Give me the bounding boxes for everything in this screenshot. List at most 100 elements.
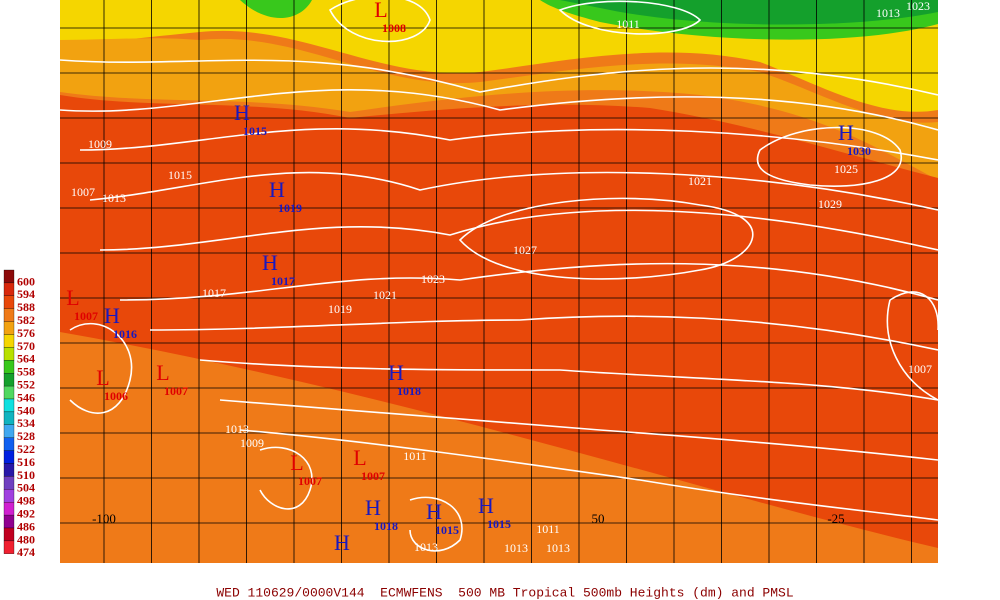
legend-swatch [3, 347, 15, 361]
legend-swatch [3, 424, 15, 438]
isobar-label: 1011 [616, 17, 640, 31]
isobar-label: 1029 [818, 197, 842, 211]
isobar-label: 1009 [88, 137, 112, 151]
center-letter: H [234, 100, 250, 125]
longitude-label: -25 [827, 511, 844, 526]
center-letter: L [66, 285, 79, 310]
legend-label: 504 [17, 481, 35, 495]
center-letter: H [478, 493, 494, 518]
legend-swatch [3, 476, 15, 490]
legend-swatch [3, 360, 15, 374]
isobar-label: 1013 [102, 191, 126, 205]
center-letter: H [104, 303, 120, 328]
legend-label: 582 [17, 313, 35, 327]
legend-label: 576 [17, 326, 35, 340]
legend-label: 480 [17, 532, 35, 546]
legend-label: 594 [17, 287, 35, 301]
legend-label: 570 [17, 339, 35, 353]
center-pressure: 1015 [487, 517, 511, 531]
center-pressure: 1018 [397, 384, 421, 398]
isobar-label: 1023 [421, 272, 445, 286]
center-pressure: 1019 [278, 201, 302, 215]
legend-label: 546 [17, 390, 35, 404]
center-pressure: 1015 [435, 523, 459, 537]
isobar-label: 1027 [513, 243, 537, 257]
isobar-label: 1013 [876, 6, 900, 20]
center-pressure: 1008 [382, 21, 406, 35]
isobar-label: 1013 [414, 540, 438, 554]
legend-swatch [3, 527, 15, 542]
legend-swatch [3, 385, 15, 400]
legend-swatch [3, 398, 15, 413]
legend-swatch [3, 321, 15, 335]
center-pressure: 1017 [271, 274, 295, 288]
center-letter: L [96, 365, 109, 390]
center-pressure: 1007 [361, 469, 385, 483]
legend-label: 534 [17, 416, 35, 430]
legend-swatch [3, 463, 15, 477]
isobar-label: 1013 [546, 541, 570, 555]
longitude-label: -100 [92, 511, 116, 526]
longitude-label: 50 [592, 511, 605, 526]
isobar-label: 1007 [908, 362, 932, 376]
center-pressure: 1016 [113, 327, 137, 341]
legend-label: 558 [17, 365, 35, 379]
footer-title: WED 110629/0000V144 ECMWFENS 500 MB Trop… [216, 585, 793, 600]
legend-label: 528 [17, 429, 35, 443]
center-letter: H [269, 177, 285, 202]
legend-label: 522 [17, 442, 35, 456]
isobars [60, 0, 938, 552]
legend-label: 474 [17, 545, 35, 559]
center-letter: L [290, 450, 303, 475]
legend-label: 540 [17, 403, 35, 417]
legend-swatch [3, 502, 15, 516]
isobar-label: 1017 [202, 286, 226, 300]
legend-swatch [3, 489, 15, 503]
isobar-label: 1013 [504, 541, 528, 555]
legend-label: 552 [17, 377, 35, 391]
center-letter: H [365, 495, 381, 520]
isobar-label: 1015 [168, 168, 192, 182]
center-letter: H [838, 120, 854, 145]
isobar-label: 1019 [328, 302, 352, 316]
center-pressure: 1018 [374, 519, 398, 533]
legend-swatch [3, 334, 15, 348]
map-labels: -100 50 -25 1011 1023 1021 1025 1029 1027 1023 102… [66, 0, 932, 555]
map-area [60, 0, 938, 563]
legend-label: 510 [17, 468, 35, 482]
legend-label: 600 [17, 274, 35, 288]
center-letter: L [374, 0, 387, 22]
legend-swatch [3, 514, 15, 529]
legend-label: 588 [17, 300, 35, 314]
legend-label: 486 [17, 519, 35, 533]
isobar-label: 1011 [536, 522, 560, 536]
center-letter: H [334, 530, 350, 555]
isobar-label: 1025 [834, 162, 858, 176]
legend-swatch [3, 308, 15, 322]
legend-swatch [3, 437, 15, 451]
center-pressure: 1015 [243, 124, 267, 138]
center-pressure: 1030 [847, 144, 871, 158]
center-pressure: 1007 [74, 309, 98, 323]
isobar-label: 1007 [71, 185, 95, 199]
center-letter: L [353, 445, 366, 470]
legend-label: 516 [17, 455, 35, 469]
band-576 [60, 38, 938, 180]
legend-swatch [3, 373, 15, 387]
legend-swatch [3, 295, 15, 309]
center-letter: H [388, 360, 404, 385]
legend-label: 564 [17, 352, 35, 366]
legend-label: 498 [17, 494, 35, 508]
isobar-label: 1021 [688, 174, 712, 188]
isobar-label: 1009 [240, 436, 264, 450]
center-letter: H [262, 250, 278, 275]
center-letter: H [426, 499, 442, 524]
legend-swatch [3, 269, 15, 284]
band-552 [560, 0, 938, 25]
legend-swatch [3, 450, 15, 464]
isobar-label: 1011 [403, 449, 427, 463]
legend-swatch [3, 411, 15, 425]
isobar-label: 1021 [373, 288, 397, 302]
center-letter: L [156, 360, 169, 385]
